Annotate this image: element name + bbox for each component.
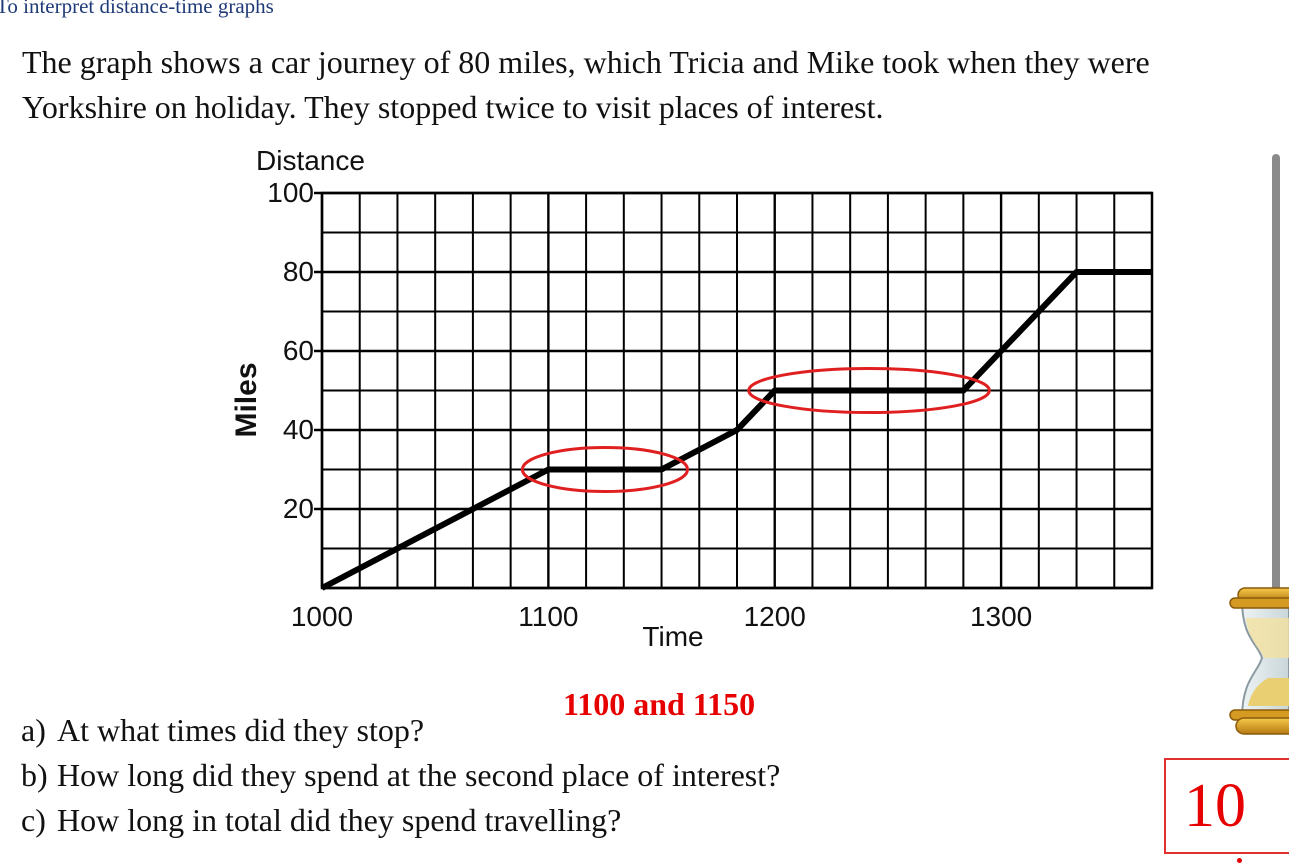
question-list: a) At what times did they stop? b) How l… — [21, 708, 780, 843]
x-tick-label: 1300 — [970, 601, 1032, 632]
countdown-timer: 10 — [1164, 758, 1289, 854]
chart-annotations — [520, 367, 991, 493]
question-text: How long in total did they spend travell… — [57, 802, 622, 838]
journey-line — [320, 269, 1152, 591]
y-tick-label: 40 — [283, 414, 314, 445]
chart-series — [320, 269, 1152, 591]
x-axis-title: Time — [642, 621, 703, 652]
plot-border — [320, 191, 1154, 590]
intro-line-2: Yorkshire on holiday. They stopped twice… — [22, 89, 884, 125]
distance-time-chart: 20 40 60 80 100 1000 1100 1200 1300 Distance Time M… — [230, 145, 1154, 652]
y-axis-title: Miles — [230, 362, 263, 437]
stop-highlight-ellipse — [520, 446, 690, 493]
y-tick-label: 100 — [267, 177, 314, 208]
answer-text: 1100 and 1150 — [563, 686, 756, 722]
x-tick-label: 1200 — [744, 601, 806, 632]
question-c: c) How long in total did they spend trav… — [21, 798, 780, 843]
intro-paragraph: The graph shows a car journey of 80 mile… — [22, 40, 1289, 130]
intro-line-1: The graph shows a car journey of 80 mile… — [22, 44, 1150, 80]
stop-highlight-ellipse — [747, 367, 991, 414]
x-tick-label: 1000 — [291, 601, 353, 632]
distance-label: Distance — [256, 145, 365, 176]
chart-labels: 20 40 60 80 100 1000 1100 1200 1300 Distance Time M… — [230, 145, 1032, 652]
question-a: a) At what times did they stop? — [21, 708, 780, 753]
objective-text: To interpret distance-time graphs — [0, 0, 274, 18]
question-letter: a) — [21, 712, 46, 748]
vertical-scrollbar[interactable] — [1272, 154, 1280, 694]
x-tick-label: 1100 — [518, 601, 578, 632]
y-tick-label: 80 — [283, 256, 314, 287]
question-letter: c) — [21, 802, 46, 838]
hourglass-icon — [1229, 587, 1289, 735]
y-tick-label: 60 — [283, 335, 314, 366]
question-text: At what times did they stop? — [57, 712, 425, 748]
question-b: b) How long did they spend at the second… — [21, 753, 780, 798]
question-text: How long did they spend at the second pl… — [57, 757, 781, 793]
question-letter: b) — [21, 757, 48, 793]
timer-value: 10 — [1184, 772, 1246, 840]
timer-dot — [1237, 858, 1242, 863]
y-tick-label: 20 — [283, 493, 314, 524]
